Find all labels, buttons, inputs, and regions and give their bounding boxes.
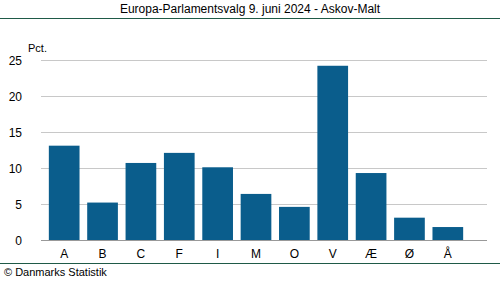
y-tick-label: 0 bbox=[15, 234, 22, 248]
y-tick-label: 5 bbox=[15, 198, 22, 212]
title: Europa-Parlamentsvalg 9. juni 2024 - Ask… bbox=[120, 2, 381, 16]
bar bbox=[432, 227, 463, 240]
bar bbox=[279, 207, 310, 240]
x-tick-label: Å bbox=[444, 246, 452, 261]
y-tick-label: 15 bbox=[9, 126, 23, 140]
y-tick-label: 20 bbox=[9, 90, 23, 104]
grid-line bbox=[41, 240, 487, 241]
x-tick-label: Æ bbox=[365, 247, 377, 261]
bar bbox=[394, 218, 425, 240]
bars bbox=[49, 66, 463, 240]
source: © Danmarks Statistik bbox=[4, 266, 107, 278]
bar bbox=[87, 203, 118, 240]
x-tick-label: A bbox=[60, 247, 68, 261]
y-axis-label: Pct. bbox=[28, 42, 47, 54]
bar bbox=[126, 163, 157, 240]
grid-line bbox=[41, 168, 487, 169]
bar bbox=[202, 167, 233, 240]
x-tick-label: Ø bbox=[405, 247, 414, 261]
x-tick-label: O bbox=[290, 247, 299, 261]
grid-line bbox=[41, 60, 487, 61]
header-rule bbox=[0, 18, 500, 19]
chart-svg: Europa-Parlamentsvalg 9. juni 2024 - Ask… bbox=[0, 0, 500, 282]
y-tick-label: 25 bbox=[9, 54, 23, 68]
bar bbox=[241, 194, 272, 240]
chart-container: Europa-Parlamentsvalg 9. juni 2024 - Ask… bbox=[0, 0, 500, 282]
x-tick-label: C bbox=[137, 247, 146, 261]
bar bbox=[317, 66, 348, 240]
x-tick-label: M bbox=[251, 247, 261, 261]
y-tick-label: 10 bbox=[9, 162, 23, 176]
grid-line bbox=[41, 96, 487, 97]
x-tick-label: V bbox=[329, 247, 337, 261]
bar bbox=[164, 153, 195, 240]
x-tick-label: B bbox=[99, 247, 107, 261]
grid-line bbox=[41, 132, 487, 133]
bar bbox=[49, 146, 80, 240]
footer-rule bbox=[0, 263, 500, 264]
x-tick-label: F bbox=[176, 247, 183, 261]
bar bbox=[356, 173, 387, 240]
x-tick-label: I bbox=[216, 247, 219, 261]
